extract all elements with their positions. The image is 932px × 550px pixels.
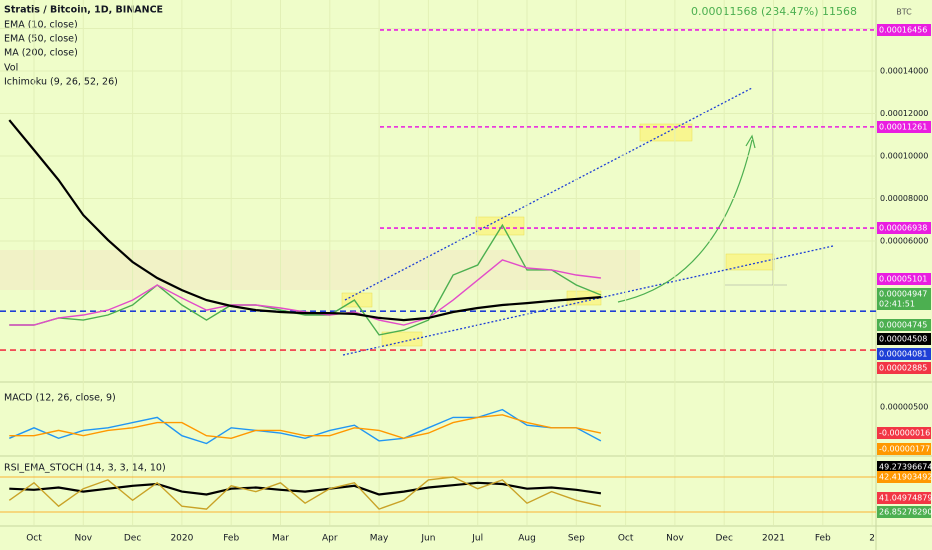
series-line	[9, 414, 602, 440]
series-line	[9, 223, 602, 336]
y-tick-label: 0.00012000	[880, 109, 928, 118]
value-box	[877, 471, 931, 483]
x-tick-label: Oct	[26, 534, 42, 544]
series-line	[8, 476, 602, 510]
indicator-label: MA (200, close)	[4, 48, 78, 59]
price-box	[877, 121, 931, 133]
value-box	[877, 427, 931, 439]
y-tick-label: 0.00000500	[880, 402, 928, 411]
projection-arrow	[617, 139, 753, 303]
pane-title: RSI_EMA_STOCH (14, 3, 3, 14, 10)	[4, 463, 166, 474]
price-box	[877, 319, 931, 331]
y-tick-label: 0.00014000	[880, 66, 928, 75]
price-box-label: 0.00006938	[879, 224, 927, 233]
price-box-label: 02:41:51	[879, 300, 915, 309]
x-tick-label: 2021	[762, 534, 785, 544]
price-box-label: 0.00016456	[879, 26, 927, 35]
price-box	[877, 222, 931, 234]
price-box	[877, 288, 931, 300]
price-box-label: 0.00011261	[879, 123, 927, 132]
indicator-label: Ichimoku (9, 26, 52, 26)	[4, 77, 118, 88]
x-tick-label: Jun	[420, 534, 435, 544]
value-box	[877, 506, 931, 518]
price-box	[877, 298, 931, 310]
value-box-label: 42.41903492	[879, 473, 932, 482]
trend-line	[344, 87, 753, 301]
series-line	[9, 481, 602, 496]
price-box-label: 0.00004947	[879, 290, 927, 299]
highlight-box	[475, 216, 525, 236]
value-box-label: 41.04974879	[879, 494, 932, 503]
indicator-label: EMA (50, close)	[4, 34, 78, 45]
x-tick-label: 2020	[170, 534, 193, 544]
x-tick-label: Apr	[322, 534, 338, 544]
x-tick-label: Jul	[471, 534, 483, 544]
y-tick-label: 0.00006000	[880, 237, 928, 246]
x-tick-label: Feb	[223, 534, 239, 544]
price-box	[877, 24, 931, 36]
x-tick-label: 2	[869, 534, 875, 544]
value-box	[877, 492, 931, 504]
value-box-label: 26.85278290	[879, 508, 932, 517]
value-box-label: -0.00000177	[879, 445, 930, 454]
series-line	[9, 408, 602, 445]
price-box-label: 0.00004745	[879, 321, 927, 330]
indicator-label: EMA (10, close)	[4, 20, 78, 31]
indicator-label: Vol	[4, 63, 18, 74]
highlight-box	[639, 123, 693, 142]
x-tick-label: May	[370, 534, 389, 544]
highlight-box	[725, 253, 775, 271]
highlight-box	[381, 331, 423, 347]
price-box-label: 0.00004508	[879, 335, 927, 344]
price-box-label: 0.00002885	[879, 364, 927, 373]
x-tick-label: Feb	[815, 534, 831, 544]
value-box	[877, 461, 931, 473]
currency: BTC	[896, 8, 912, 17]
y-tick-label: 0.00010000	[880, 151, 928, 160]
x-tick-label: Nov	[666, 534, 684, 544]
series-line	[8, 119, 601, 322]
x-tick-label: Sep	[568, 534, 585, 544]
y-tick-label: 0.00008000	[880, 194, 928, 203]
price-box	[877, 333, 931, 345]
value-box	[877, 443, 931, 455]
x-tick-label: Mar	[272, 534, 289, 544]
x-tick-label: Oct	[618, 534, 634, 544]
x-tick-label: Dec	[124, 534, 141, 544]
x-tick-label: Aug	[518, 534, 536, 544]
value-box-label: 49.27396674	[879, 463, 932, 472]
price-box-label: 0.00005101	[879, 275, 927, 284]
price-box	[877, 362, 931, 374]
price-box	[877, 273, 931, 285]
value-box-label: -0.00000016	[879, 429, 930, 438]
x-tick-label: Dec	[715, 534, 732, 544]
price-box	[877, 348, 931, 360]
price-box-label: 0.00004081	[879, 350, 927, 359]
arrow-head	[745, 134, 756, 149]
x-tick-label: Nov	[75, 534, 93, 544]
pane-title: MACD (12, 26, close, 9)	[4, 393, 116, 404]
